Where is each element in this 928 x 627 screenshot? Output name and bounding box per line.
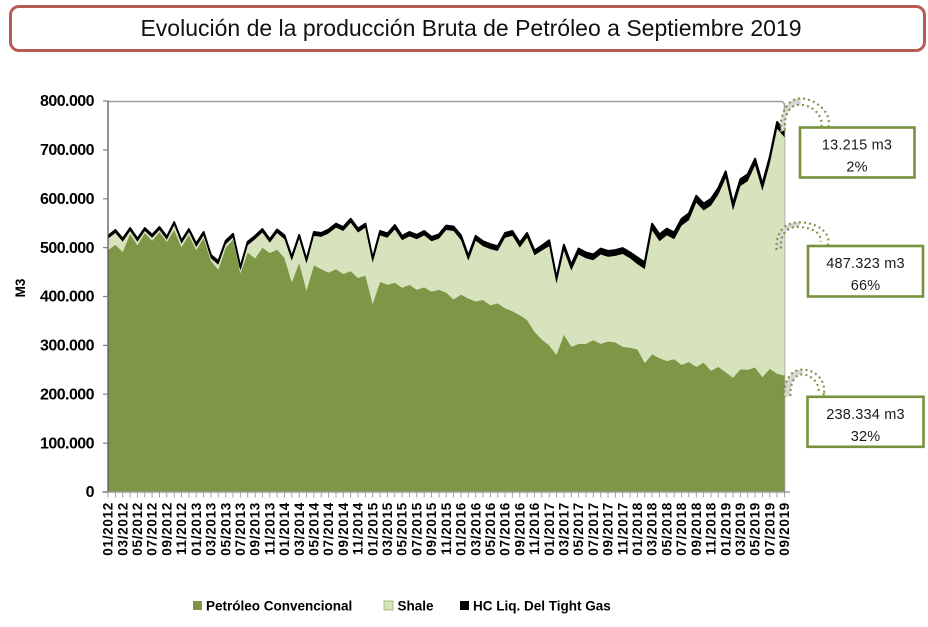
svg-text:11/2013: 11/2013 [262, 502, 277, 555]
svg-text:03/2015: 03/2015 [380, 502, 395, 556]
svg-text:01/2013: 01/2013 [189, 502, 204, 556]
svg-text:2%: 2% [846, 160, 867, 176]
svg-text:600.000: 600.000 [40, 191, 95, 208]
svg-text:Petróleo Convencional: Petróleo Convencional [206, 599, 352, 614]
svg-text:07/2018: 07/2018 [674, 502, 689, 556]
svg-text:300.000: 300.000 [40, 338, 95, 355]
svg-text:05/2019: 05/2019 [748, 502, 763, 556]
svg-text:09/2014: 09/2014 [336, 502, 351, 556]
svg-text:238.334 m3: 238.334 m3 [826, 407, 905, 423]
svg-text:09/2013: 09/2013 [248, 502, 263, 556]
svg-text:800.000: 800.000 [40, 93, 95, 110]
svg-text:01/2012: 01/2012 [101, 502, 116, 556]
svg-text:09/2019: 09/2019 [777, 502, 792, 556]
svg-text:01/2016: 01/2016 [454, 502, 469, 556]
svg-text:11/2015: 11/2015 [439, 502, 454, 555]
svg-text:01/2018: 01/2018 [630, 502, 645, 556]
svg-text:01/2014: 01/2014 [277, 502, 292, 556]
svg-text:66%: 66% [851, 278, 881, 294]
svg-text:Shale: Shale [398, 599, 435, 614]
svg-text:05/2015: 05/2015 [395, 502, 410, 556]
svg-text:13.215 m3: 13.215 m3 [822, 138, 892, 154]
svg-text:500.000: 500.000 [40, 240, 95, 257]
svg-text:03/2017: 03/2017 [557, 502, 572, 556]
svg-text:07/2012: 07/2012 [145, 502, 160, 556]
svg-text:05/2018: 05/2018 [659, 502, 674, 556]
svg-text:09/2017: 09/2017 [601, 502, 616, 556]
svg-text:05/2014: 05/2014 [307, 502, 322, 556]
svg-text:09/2015: 09/2015 [424, 502, 439, 556]
svg-text:09/2016: 09/2016 [512, 502, 527, 556]
svg-text:11/2018: 11/2018 [704, 502, 719, 555]
svg-text:03/2012: 03/2012 [115, 502, 130, 556]
svg-text:01/2019: 01/2019 [718, 502, 733, 556]
svg-text:32%: 32% [851, 429, 881, 445]
svg-text:400.000: 400.000 [40, 289, 95, 306]
svg-text:03/2018: 03/2018 [645, 502, 660, 556]
svg-text:07/2013: 07/2013 [233, 502, 248, 556]
svg-text:11/2012: 11/2012 [174, 502, 189, 555]
svg-text:0: 0 [86, 484, 95, 501]
svg-text:09/2018: 09/2018 [689, 502, 704, 556]
svg-text:HC Liq. Del Tight Gas: HC Liq. Del Tight Gas [473, 599, 611, 614]
svg-text:05/2012: 05/2012 [130, 502, 145, 556]
svg-text:200.000: 200.000 [40, 386, 95, 403]
svg-text:07/2016: 07/2016 [498, 502, 513, 556]
svg-text:07/2014: 07/2014 [321, 502, 336, 556]
svg-text:487.323 m3: 487.323 m3 [826, 256, 905, 272]
svg-text:07/2015: 07/2015 [409, 502, 424, 556]
svg-text:11/2017: 11/2017 [615, 502, 630, 555]
svg-text:03/2019: 03/2019 [733, 502, 748, 556]
svg-text:07/2019: 07/2019 [762, 502, 777, 556]
svg-text:05/2017: 05/2017 [571, 502, 586, 556]
svg-text:700.000: 700.000 [40, 142, 95, 159]
svg-text:01/2015: 01/2015 [365, 502, 380, 556]
svg-text:11/2014: 11/2014 [351, 502, 366, 555]
svg-text:M3: M3 [13, 278, 28, 297]
svg-text:09/2012: 09/2012 [159, 502, 174, 556]
svg-text:07/2017: 07/2017 [586, 502, 601, 556]
svg-text:100.000: 100.000 [40, 435, 95, 452]
svg-text:03/2013: 03/2013 [204, 502, 219, 556]
svg-text:11/2016: 11/2016 [527, 502, 542, 555]
svg-text:01/2017: 01/2017 [542, 502, 557, 556]
svg-text:05/2013: 05/2013 [218, 502, 233, 556]
svg-text:05/2016: 05/2016 [483, 502, 498, 556]
svg-text:03/2014: 03/2014 [292, 502, 307, 556]
svg-text:03/2016: 03/2016 [468, 502, 483, 556]
